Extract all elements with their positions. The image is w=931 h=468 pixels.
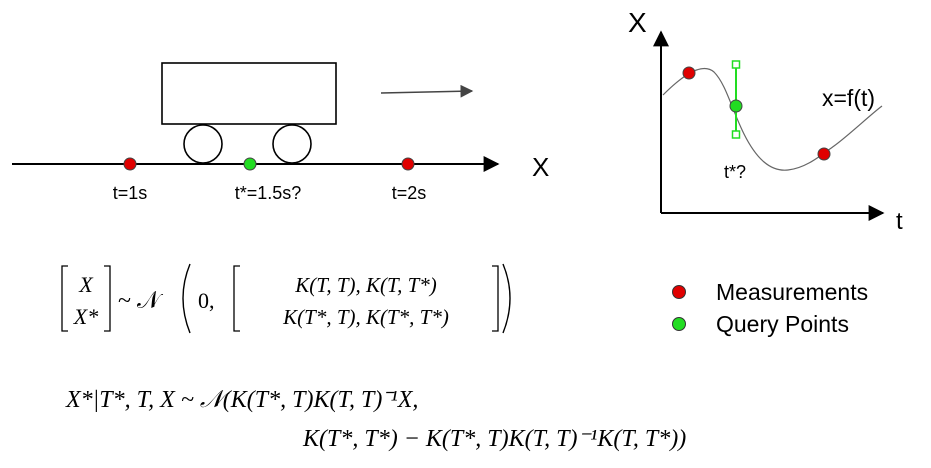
function-curve <box>662 67 883 171</box>
label-tstar: t*=1.5s? <box>235 183 302 203</box>
cov-row-2: K(T*, T), K(T*, T*) <box>282 305 449 329</box>
big-paren-right <box>502 263 511 334</box>
label-t2: t=2s <box>392 183 427 203</box>
measurement-dot-icon <box>672 285 686 299</box>
label-t1: t=1s <box>113 183 148 203</box>
motion-arrow <box>380 84 474 98</box>
plot-measurement-1 <box>682 66 696 80</box>
joint-distribution-equation: X X* ~ 𝒩 0, K(T, T), K(T, T*) K(T*, T), … <box>61 263 511 334</box>
plot-measurement-2 <box>817 147 831 161</box>
joint-mean: 0, <box>198 288 215 313</box>
query-dot-icon <box>672 317 686 331</box>
plot-query-point <box>729 99 743 113</box>
lhs-bracket-right <box>104 265 111 332</box>
plot-y-label: X <box>628 7 647 38</box>
cart-diagram: t=1s t*=1.5s? t=2s X <box>12 62 549 203</box>
cond-line-1: X*|T*, T, X ~ 𝒩(K(T*, T)K(T, T)⁻¹X, <box>65 387 418 413</box>
big-paren-left <box>182 263 191 334</box>
lhs-bracket-left <box>61 265 68 332</box>
legend-label-measurements: Measurements <box>716 278 869 305</box>
x-axis-label: X <box>532 152 549 182</box>
cart-wheel-left <box>183 124 223 164</box>
cart-body <box>161 62 337 125</box>
legend-label-query-points: Query Points <box>716 310 849 337</box>
measurement-point-t1 <box>123 157 137 171</box>
cov-row-1: K(T, T), K(T, T*) <box>294 273 437 297</box>
query-bracket-bottom <box>731 130 741 139</box>
plot-x-label: t <box>896 208 903 235</box>
joint-dist-symbol: ~ 𝒩 <box>118 288 164 314</box>
lhs-x: X <box>78 272 94 297</box>
query-point-tstar <box>243 157 257 171</box>
cond-line-2: K(T*, T*) − K(T*, T)K(T, T)⁻¹K(T, T*)) <box>302 426 686 452</box>
lhs-xstar: X* <box>73 304 98 329</box>
cart-wheel-right <box>272 124 312 164</box>
query-label: t*? <box>724 162 746 182</box>
legend-item-measurements: Measurements <box>672 276 912 308</box>
query-bracket-top <box>731 60 741 69</box>
conditional-distribution-equation: X*|T*, T, X ~ 𝒩(K(T*, T)K(T, T)⁻¹X, K(T*… <box>65 387 686 452</box>
legend: Measurements Query Points <box>672 276 912 340</box>
curve-label: x=f(t) <box>822 85 875 111</box>
cov-bracket-left <box>233 265 240 332</box>
function-plot: X t x=f(t) t*? <box>628 7 903 235</box>
measurement-point-t2 <box>401 157 415 171</box>
legend-item-query-points: Query Points <box>672 308 912 340</box>
cov-bracket-right <box>492 265 499 332</box>
